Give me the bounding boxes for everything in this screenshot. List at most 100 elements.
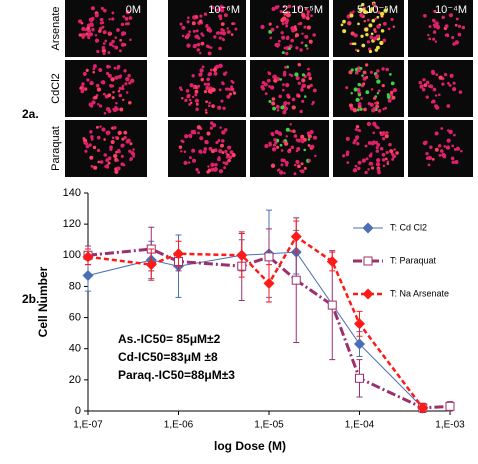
cell: [270, 27, 275, 32]
cell: [454, 23, 458, 27]
cell: [273, 138, 277, 142]
cell: [286, 13, 291, 18]
micrograph: [333, 120, 404, 177]
cell: [432, 19, 436, 23]
cell: [295, 159, 300, 164]
cell: [102, 30, 107, 35]
cell: [384, 134, 389, 139]
cell: [370, 32, 374, 36]
cell: [105, 107, 111, 112]
cell: [288, 44, 293, 49]
cell: [295, 149, 299, 153]
cell: [281, 51, 285, 55]
cell: [277, 131, 282, 136]
cell: [354, 128, 358, 131]
cell: [277, 39, 281, 43]
cell: [285, 135, 288, 138]
cell: [279, 10, 283, 14]
cell: [362, 70, 367, 75]
cell: [115, 101, 118, 105]
cell: [461, 25, 466, 30]
cell: [419, 84, 424, 89]
cell: [446, 34, 450, 38]
cell: [290, 145, 295, 150]
series-line: [87, 251, 424, 409]
cell: [199, 14, 203, 18]
cell: [217, 156, 221, 159]
y-tick-label: 0: [75, 405, 81, 417]
cell: [368, 23, 373, 28]
cell: [224, 149, 228, 153]
cell: [276, 145, 280, 149]
cell: [126, 138, 131, 143]
cell: [272, 74, 277, 79]
cell: [113, 66, 117, 70]
cell: [113, 125, 117, 130]
marker: [354, 338, 365, 350]
cell: [194, 15, 198, 18]
cell: [130, 151, 135, 155]
cell: [304, 7, 308, 11]
cell: [292, 129, 296, 134]
series-line: [87, 247, 451, 410]
cell: [306, 16, 310, 21]
cell: [200, 41, 205, 46]
cell: [350, 31, 355, 36]
cell: [385, 67, 389, 72]
cell: [107, 51, 111, 54]
marker: [82, 270, 94, 282]
y-tick-label: 120: [63, 218, 81, 230]
cell: [209, 68, 213, 72]
cell: [221, 139, 225, 143]
cell: [92, 64, 97, 69]
cell: [271, 6, 276, 12]
cell: [206, 131, 211, 136]
cell: [85, 68, 89, 72]
cell: [111, 136, 115, 140]
cell: [111, 17, 115, 21]
cell: [88, 143, 92, 147]
cell: [118, 93, 123, 98]
cell: [387, 98, 392, 103]
cell: [98, 104, 103, 108]
cell: [304, 44, 308, 48]
cell: [201, 65, 205, 69]
cell: [283, 70, 287, 75]
cell: [297, 138, 301, 143]
cell: [306, 47, 309, 50]
cell: [377, 11, 381, 15]
cell: [300, 162, 304, 166]
cell: [90, 6, 95, 11]
cell: [385, 151, 389, 155]
cell: [116, 166, 121, 171]
cell: [377, 170, 381, 175]
cell: [353, 33, 358, 38]
cell: [271, 147, 277, 152]
micrograph: [65, 120, 147, 177]
cell: [110, 140, 115, 145]
cell: [283, 171, 286, 175]
cell: [358, 129, 362, 132]
cell: [227, 145, 232, 150]
cell: [377, 89, 381, 93]
cell: [383, 8, 388, 13]
cell: [193, 131, 197, 135]
cell: [283, 106, 289, 111]
cell: [342, 29, 347, 34]
cell: [304, 95, 307, 98]
cell: [125, 91, 129, 94]
cell: [374, 101, 378, 105]
cell: [207, 26, 211, 30]
cell: [362, 82, 366, 86]
cell: [451, 160, 455, 165]
cell: [447, 81, 450, 85]
cell: [431, 99, 436, 104]
cell: [280, 31, 284, 35]
cell: [181, 25, 186, 30]
cell: [99, 160, 104, 164]
cell: [301, 73, 306, 77]
cell: [211, 163, 215, 167]
cell: [117, 89, 121, 93]
cell: [111, 96, 115, 100]
cell: [350, 91, 353, 95]
